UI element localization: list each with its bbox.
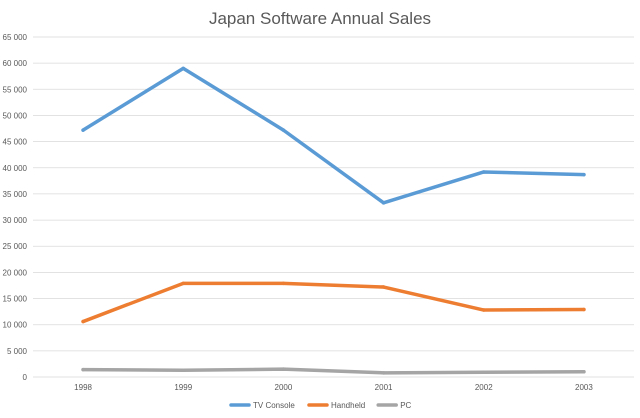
data-point-pc xyxy=(281,367,286,371)
gridlines xyxy=(33,36,634,378)
data-point-pc xyxy=(381,371,386,375)
y-tick-label: 5 000 xyxy=(7,347,28,356)
data-point-pc xyxy=(482,370,486,375)
x-tick-label: 2003 xyxy=(575,383,593,392)
data-point-tv-console xyxy=(482,170,486,174)
series-line-handheld xyxy=(81,281,586,324)
data-point-handheld xyxy=(381,285,386,289)
y-tick-label: 0 xyxy=(23,373,28,382)
data-point-tv-console xyxy=(281,128,286,132)
data-point-pc xyxy=(81,367,85,372)
data-point-tv-console xyxy=(181,66,185,71)
y-tick-label: 60 000 xyxy=(3,59,28,68)
legend-label-handheld: Handheld xyxy=(331,401,365,410)
data-point-handheld xyxy=(281,281,286,286)
x-axis-ticks: 1998 1999 2000 2001 2002 2003 xyxy=(74,383,593,392)
data-point-tv-console xyxy=(582,172,586,177)
series-lines xyxy=(81,66,586,375)
x-tick-label: 1998 xyxy=(74,383,92,392)
y-tick-label: 35 000 xyxy=(3,190,28,199)
data-point-pc xyxy=(181,368,185,372)
data-point-handheld xyxy=(81,319,85,324)
data-point-handheld xyxy=(181,281,185,286)
data-point-handheld xyxy=(482,308,486,312)
series-line-tv-console xyxy=(81,66,586,205)
data-point-tv-console xyxy=(81,128,85,132)
legend-label-tv-console: TV Console xyxy=(253,401,295,410)
data-point-handheld xyxy=(582,307,586,312)
y-axis-ticks: 0 5 000 10 000 15 000 20 000 25 000 30 000 35 0… xyxy=(3,33,28,382)
y-tick-label: 15 000 xyxy=(3,295,28,304)
legend-label-pc: PC xyxy=(400,401,411,410)
x-tick-label: 2001 xyxy=(375,383,393,392)
y-tick-label: 45 000 xyxy=(3,138,28,147)
legend: TV Console Handheld PC xyxy=(229,401,412,410)
data-point-tv-console xyxy=(381,201,386,205)
x-tick-label: 1999 xyxy=(174,383,192,392)
x-tick-label: 2002 xyxy=(475,383,493,392)
y-tick-label: 20 000 xyxy=(3,268,28,277)
x-tick-label: 2000 xyxy=(275,383,293,392)
y-tick-label: 40 000 xyxy=(3,164,28,173)
y-tick-label: 50 000 xyxy=(3,111,28,120)
chart-title: Japan Software Annual Sales xyxy=(208,9,432,28)
series-line-pc xyxy=(81,367,586,375)
y-tick-label: 65 000 xyxy=(3,33,28,42)
y-tick-label: 55 000 xyxy=(3,85,28,94)
y-tick-label: 25 000 xyxy=(3,242,28,251)
data-point-pc xyxy=(582,370,586,374)
y-tick-label: 30 000 xyxy=(3,216,28,225)
y-tick-label: 10 000 xyxy=(3,321,28,330)
